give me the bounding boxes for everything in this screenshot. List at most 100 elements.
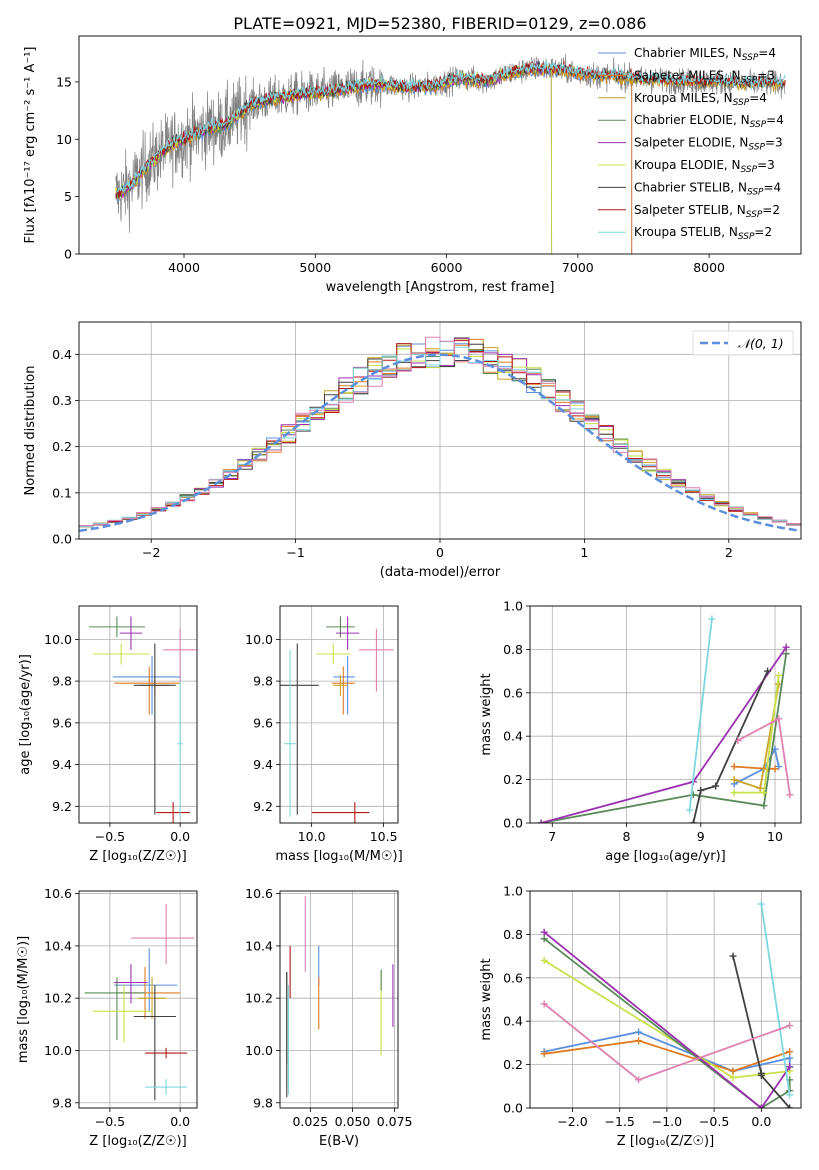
legend-label: Salpeter ELODIE, NSSP=3 (634, 136, 783, 153)
residuals-xtick-label: −2 (142, 545, 160, 560)
legend-label: Chabrier MILES, NSSP=4 (634, 46, 776, 63)
age-vs-mass-ytick-label: 9.4 (253, 757, 273, 772)
mw-vs-z-xtick-label: −0.5 (699, 1114, 729, 1129)
spectrum-xtick-label: 4000 (168, 260, 200, 275)
residuals-ytick-label: 0.1 (52, 485, 72, 500)
residuals-legend: 𝒩(0, 1) (692, 330, 794, 356)
mw-vs-z-marker (786, 1048, 794, 1056)
age-vs-z-point-chabrier-stelib (133, 643, 176, 815)
age-vs-mass-xtick-label: 10.0 (298, 829, 326, 844)
spectrum-xtick-label: 8000 (693, 260, 725, 275)
mw-vs-z-ytick-label: 0.6 (503, 970, 523, 985)
mw-vs-z-series-salpeter-elodie (540, 928, 794, 1108)
mass-vs-z-ytick-label: 10.0 (44, 1043, 72, 1058)
mw-vs-age-series-chabrier-stelib (689, 667, 772, 823)
age-vs-mass-point-kroupa-elodie (315, 643, 351, 665)
spectrum-axes: 4000 5000 6000 7000 8000 0 5 10 15 wavelength [An… (23, 35, 802, 295)
spectrum-xtick-label: 6000 (431, 260, 463, 275)
legend-item-chabrier-miles-n-ssp-4: Chabrier MILES, NSSP=4 (598, 46, 776, 63)
mw-vs-z-xtick-label: 0.0 (751, 1114, 771, 1129)
age-vs-mass-frame (279, 605, 399, 824)
mw-vs-age-marker (756, 784, 764, 792)
age-vs-mass-xlabel: mass [log₁₀(M/M☉)] (275, 849, 402, 864)
residuals-panel: −2 −1 0 1 2 0.0 0.1 0.2 0.3 0.4 (data-model)/error… (23, 321, 802, 580)
mass-vs-z-xtick-label: −0.5 (95, 1114, 125, 1129)
mass-vs-z-xlabel: Z [log₁₀(Z/Z☉)] (89, 1134, 186, 1149)
mw-vs-z-line (544, 1039, 790, 1073)
spectrum-ytick-label: 15 (56, 74, 72, 89)
legend-label: Salpeter MILES, NSSP=3 (634, 68, 775, 85)
age-vs-z-ytick-label: 9.2 (52, 799, 72, 814)
mw-vs-z-marker (540, 1050, 548, 1058)
residuals-ytick-label: 0.4 (52, 347, 72, 362)
mass-vs-z-plot-area (84, 904, 195, 1101)
mw-vs-age-marker (771, 765, 779, 773)
mw-vs-z-marker (540, 1000, 548, 1008)
mass-vs-ebv-xlabel: E(B-V) (319, 1134, 359, 1149)
age-vs-mass-point-chabrier-stelib (280, 643, 319, 815)
mass-vs-z-frame (78, 890, 198, 1109)
legend-label: Salpeter STELIB, NSSP=2 (634, 203, 780, 220)
age-vs-z-plot-area (88, 616, 197, 823)
legend-label: Kroupa MILES, NSSP=4 (634, 91, 767, 108)
residual-hist-pink (79, 336, 801, 529)
legend-item-salpeter-miles-n-ssp-3: Salpeter MILES, NSSP=3 (598, 68, 775, 85)
mw-vs-age-marker (775, 763, 783, 771)
mw-vs-age-series-kroupa-elodie (730, 671, 783, 797)
mw-vs-age-marker (775, 715, 783, 723)
age-vs-mass-point-kroupa-miles (333, 674, 348, 696)
mw-vs-z-line (760, 903, 791, 1096)
mw-vs-z-marker (635, 1037, 643, 1045)
mw-vs-z-axes: −2.0 −1.5 −1.0 −0.5 0.0 0.0 0.2 0.4 0.6 0.8 1.0 Z [… (479, 884, 802, 1149)
spectrum-model-kroupa-stelib (115, 60, 786, 194)
spectrum-ytick-label: 0 (64, 247, 72, 262)
age-vs-mass-plot-area (280, 616, 394, 823)
legend-item-chabrier-stelib-n-ssp-4: Chabrier STELIB, NSSP=4 (598, 180, 781, 197)
mw-vs-age-marker (730, 789, 738, 797)
age-vs-metallicity-panel: −0.5 0.0 9.2 9.4 9.6 9.8 10.0 Z [log₁₀(Z/Z☉)] ag… (18, 605, 198, 864)
age-vs-mass-ytick-label: 10.0 (245, 632, 273, 647)
mw-vs-age-ytick-label: 0.8 (503, 642, 523, 657)
age-vs-mass-ytick-label: 9.8 (253, 674, 273, 689)
mw-vs-z-line (543, 937, 791, 1108)
age-vs-z-grid (79, 606, 197, 823)
mw-vs-z-ytick-label: 0.0 (503, 1101, 523, 1116)
residuals-xtick-label: 1 (580, 545, 588, 560)
legend-label: 𝒩(0, 1) (738, 336, 784, 351)
mass-weight-vs-metallicity-panel: −2.0 −1.5 −1.0 −0.5 0.0 0.0 0.2 0.4 0.6 0.8 1.0 Z [… (479, 884, 802, 1149)
mw-vs-age-series-pink (734, 715, 794, 799)
legend-label: Chabrier STELIB, NSSP=4 (634, 180, 781, 197)
mw-vs-age-frame (529, 605, 802, 824)
mw-vs-age-line (692, 670, 769, 823)
mw-vs-age-marker (697, 786, 705, 794)
mass-vs-z-ytick-label: 9.8 (52, 1095, 72, 1110)
mw-vs-z-ylabel: mass weight (479, 958, 494, 1040)
residuals-xlabel: (data-model)/error (380, 565, 501, 580)
mw-vs-z-marker (757, 900, 765, 908)
mass-vs-z-point-kroupa-miles (138, 977, 167, 1020)
legend-label: Kroupa ELODIE, NSSP=3 (634, 158, 775, 175)
mw-vs-z-marker (729, 1074, 737, 1082)
spectrum-xtick-label: 5000 (299, 260, 331, 275)
spectrum-frame (78, 35, 802, 255)
mw-vs-age-plot-area (537, 615, 794, 823)
legend-label: Kroupa STELIB, NSSP=2 (634, 225, 772, 242)
age-vs-mass-grid (280, 606, 398, 823)
spectrum-ytick-label: 10 (56, 132, 72, 147)
mw-vs-z-xtick-label: −1.5 (605, 1114, 635, 1129)
mass-vs-ebv-ytick-label: 10.2 (245, 991, 273, 1006)
age-vs-mass-xtick-label: 10.5 (370, 829, 398, 844)
age-vs-z-axes: −0.5 0.0 9.2 9.4 9.6 9.8 10.0 Z [log₁₀(Z/Z☉)] ag… (18, 605, 198, 864)
mw-vs-age-series-salpeter-miles (730, 763, 779, 773)
residuals-ylabel: Normed distribution (23, 366, 38, 496)
mass-vs-z-point-pink (130, 904, 195, 965)
mass-vs-ebv-xtick-label: 0.025 (292, 1114, 328, 1129)
age-vs-z-ytick-label: 9.8 (52, 674, 72, 689)
mw-vs-age-series-salpeter-elodie (537, 643, 790, 823)
legend-item-kroupa-elodie-n-ssp-3: Kroupa ELODIE, NSSP=3 (598, 158, 775, 175)
mw-vs-age-series-chabrier-elodie (537, 650, 790, 823)
mw-vs-z-marker (786, 1104, 794, 1108)
mw-vs-z-marker (540, 935, 548, 943)
residuals-xtick-label: −1 (286, 545, 304, 560)
mw-vs-z-marker (729, 1067, 737, 1075)
